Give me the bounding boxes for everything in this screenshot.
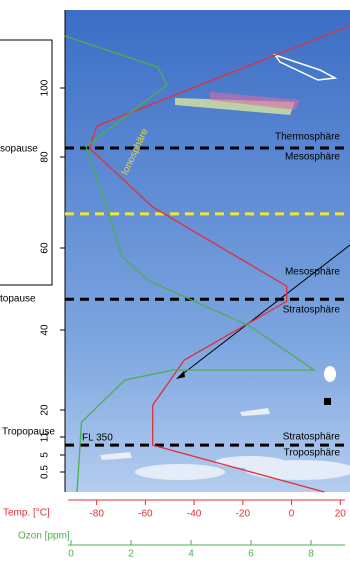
y-tick-label: 20: [40, 404, 51, 416]
x2-tick-label: 2: [128, 549, 134, 560]
y-tick-label: 0.5: [40, 465, 51, 479]
y-tick-label: 100: [40, 79, 51, 96]
x-tick-label: -60: [138, 509, 153, 520]
x2-tick-label: 6: [248, 549, 254, 560]
x2-tick-label: 4: [188, 549, 194, 560]
balloon: [324, 366, 336, 382]
layer-label: Mesosphäre: [285, 152, 340, 163]
layer-label: Mesosphäre: [285, 267, 340, 278]
y-tick-label: 80: [40, 151, 51, 163]
chart: Temp. [°C] Ozon [ppm] 0.551120406080100-…: [0, 0, 350, 562]
x-tick-label: 20: [335, 509, 347, 520]
layer-label: Tropopause: [2, 427, 55, 438]
y-tick-label: 40: [40, 324, 51, 336]
x2-axis-label: Ozon [ppm]: [18, 531, 70, 542]
balloon-payload: [324, 398, 331, 405]
y-tick-label: 60: [40, 242, 51, 254]
layer-label: Troposphäre: [284, 448, 341, 459]
layer-label: Stratosphäre: [283, 432, 341, 443]
layer-label: Stratosphäre: [283, 305, 341, 316]
x-tick-label: -20: [236, 509, 251, 520]
y-tick-label: 5: [40, 452, 51, 458]
x2-tick-label: 0: [68, 549, 74, 560]
x-tick-label: -40: [187, 509, 202, 520]
x-tick-label: -80: [89, 509, 104, 520]
layer-label: Thermosphäre: [275, 132, 340, 143]
x-axis-label: Temp. [°C]: [3, 508, 50, 519]
layer-label: FL 350: [82, 433, 113, 444]
x-tick-label: 0: [289, 509, 295, 520]
layer-label: topause: [0, 294, 36, 305]
layer-label: sopause: [0, 144, 38, 155]
x2-tick-label: 8: [308, 549, 314, 560]
